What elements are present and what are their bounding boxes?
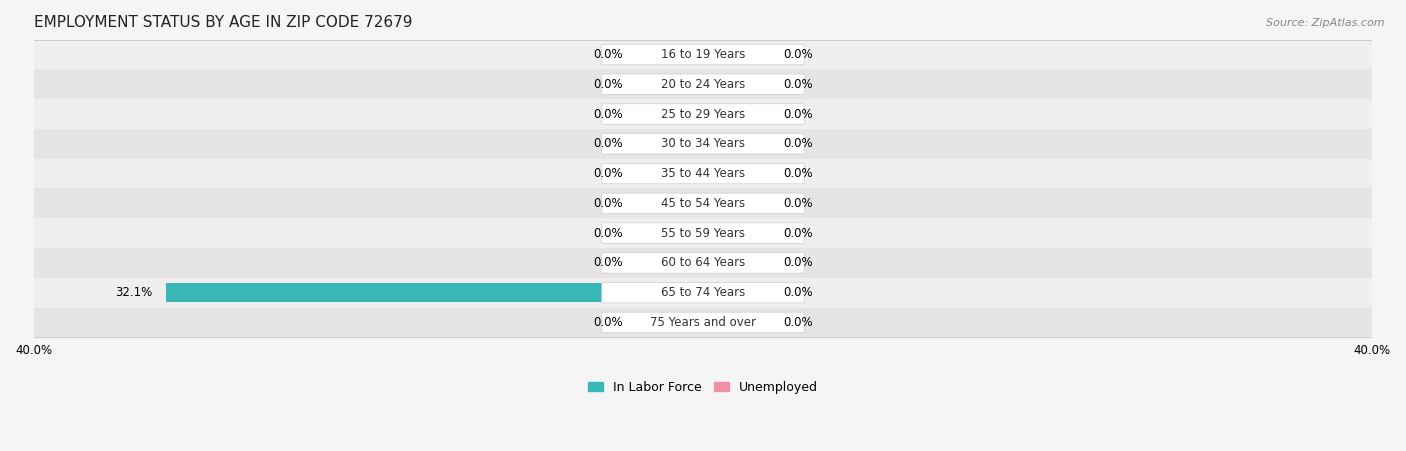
Text: 0.0%: 0.0% [783,256,813,269]
Bar [703,105,770,123]
Text: 75 Years and over: 75 Years and over [650,316,756,329]
Text: 0.0%: 0.0% [783,137,813,150]
Text: Source: ZipAtlas.com: Source: ZipAtlas.com [1267,18,1385,28]
Text: 0.0%: 0.0% [593,226,623,239]
Bar [703,283,770,302]
Text: 32.1%: 32.1% [115,286,152,299]
FancyBboxPatch shape [602,253,804,273]
Text: 30 to 34 Years: 30 to 34 Years [661,137,745,150]
Bar [34,129,1372,159]
Text: 0.0%: 0.0% [783,78,813,91]
Bar [636,45,703,64]
Bar [703,164,770,183]
Bar [636,134,703,153]
Bar [636,313,703,331]
FancyBboxPatch shape [602,312,804,333]
Bar [34,308,1372,337]
Legend: In Labor Force, Unemployed: In Labor Force, Unemployed [583,376,823,399]
Bar [636,253,703,272]
FancyBboxPatch shape [602,223,804,244]
Text: 16 to 19 Years: 16 to 19 Years [661,48,745,61]
Bar [34,218,1372,248]
Bar [34,159,1372,189]
Text: 65 to 74 Years: 65 to 74 Years [661,286,745,299]
Text: 25 to 29 Years: 25 to 29 Years [661,107,745,120]
Bar [34,278,1372,308]
Bar [636,164,703,183]
Bar [636,75,703,93]
Text: 0.0%: 0.0% [593,316,623,329]
FancyBboxPatch shape [602,163,804,184]
Text: 0.0%: 0.0% [783,48,813,61]
Text: 0.0%: 0.0% [593,78,623,91]
FancyBboxPatch shape [602,74,804,95]
FancyBboxPatch shape [602,133,804,154]
Bar [34,69,1372,99]
Text: 0.0%: 0.0% [593,137,623,150]
FancyBboxPatch shape [602,193,804,214]
Text: 45 to 54 Years: 45 to 54 Years [661,197,745,210]
Text: 55 to 59 Years: 55 to 59 Years [661,226,745,239]
Bar [703,313,770,331]
Bar [703,224,770,242]
Text: 0.0%: 0.0% [593,107,623,120]
Bar [703,134,770,153]
Bar [34,189,1372,218]
Bar [636,194,703,212]
Text: 60 to 64 Years: 60 to 64 Years [661,256,745,269]
Bar [166,283,703,302]
Bar [703,253,770,272]
Text: 0.0%: 0.0% [593,167,623,180]
Text: 0.0%: 0.0% [593,48,623,61]
FancyBboxPatch shape [602,104,804,124]
Text: 0.0%: 0.0% [783,226,813,239]
Text: 0.0%: 0.0% [783,316,813,329]
Text: 35 to 44 Years: 35 to 44 Years [661,167,745,180]
Text: 0.0%: 0.0% [593,256,623,269]
Bar [636,224,703,242]
FancyBboxPatch shape [602,282,804,303]
Bar [703,45,770,64]
Text: 0.0%: 0.0% [593,197,623,210]
Text: 0.0%: 0.0% [783,167,813,180]
Bar [34,99,1372,129]
Text: 0.0%: 0.0% [783,107,813,120]
Bar [703,194,770,212]
Text: EMPLOYMENT STATUS BY AGE IN ZIP CODE 72679: EMPLOYMENT STATUS BY AGE IN ZIP CODE 726… [34,15,412,30]
Bar [703,75,770,93]
Bar [636,105,703,123]
Bar [34,248,1372,278]
FancyBboxPatch shape [602,44,804,65]
Text: 0.0%: 0.0% [783,197,813,210]
Text: 0.0%: 0.0% [783,286,813,299]
Bar [34,40,1372,69]
Text: 20 to 24 Years: 20 to 24 Years [661,78,745,91]
